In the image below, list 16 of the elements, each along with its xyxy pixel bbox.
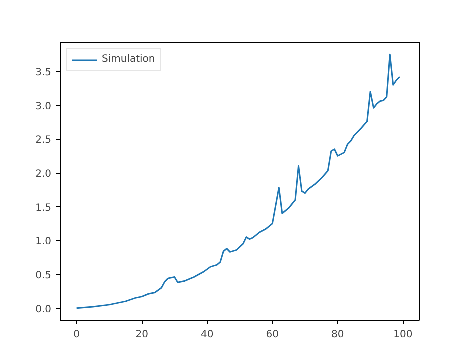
line-series xyxy=(76,54,401,310)
x-tick-label: 60 xyxy=(266,330,280,340)
y-tick-label: 0.0 xyxy=(36,304,52,316)
y-tick-label: 3.5 xyxy=(36,68,52,79)
y-tick-label: 2.5 xyxy=(36,135,52,146)
y-tick-label: 2.0 xyxy=(36,169,52,180)
x-tick-label: 100 xyxy=(394,330,413,340)
y-tick-label: 1.0 xyxy=(36,236,52,248)
x-tick-label: 40 xyxy=(201,330,214,340)
y-tick-label: 3.0 xyxy=(36,101,52,112)
y-tick-label: 0.5 xyxy=(36,270,52,282)
x-tick-label: 20 xyxy=(136,330,148,340)
x-tick-label: 0 xyxy=(74,330,80,340)
x-tick-label: 80 xyxy=(332,330,344,340)
legend-label: Simulation xyxy=(102,54,156,65)
y-tick-label: 1.5 xyxy=(36,202,52,214)
